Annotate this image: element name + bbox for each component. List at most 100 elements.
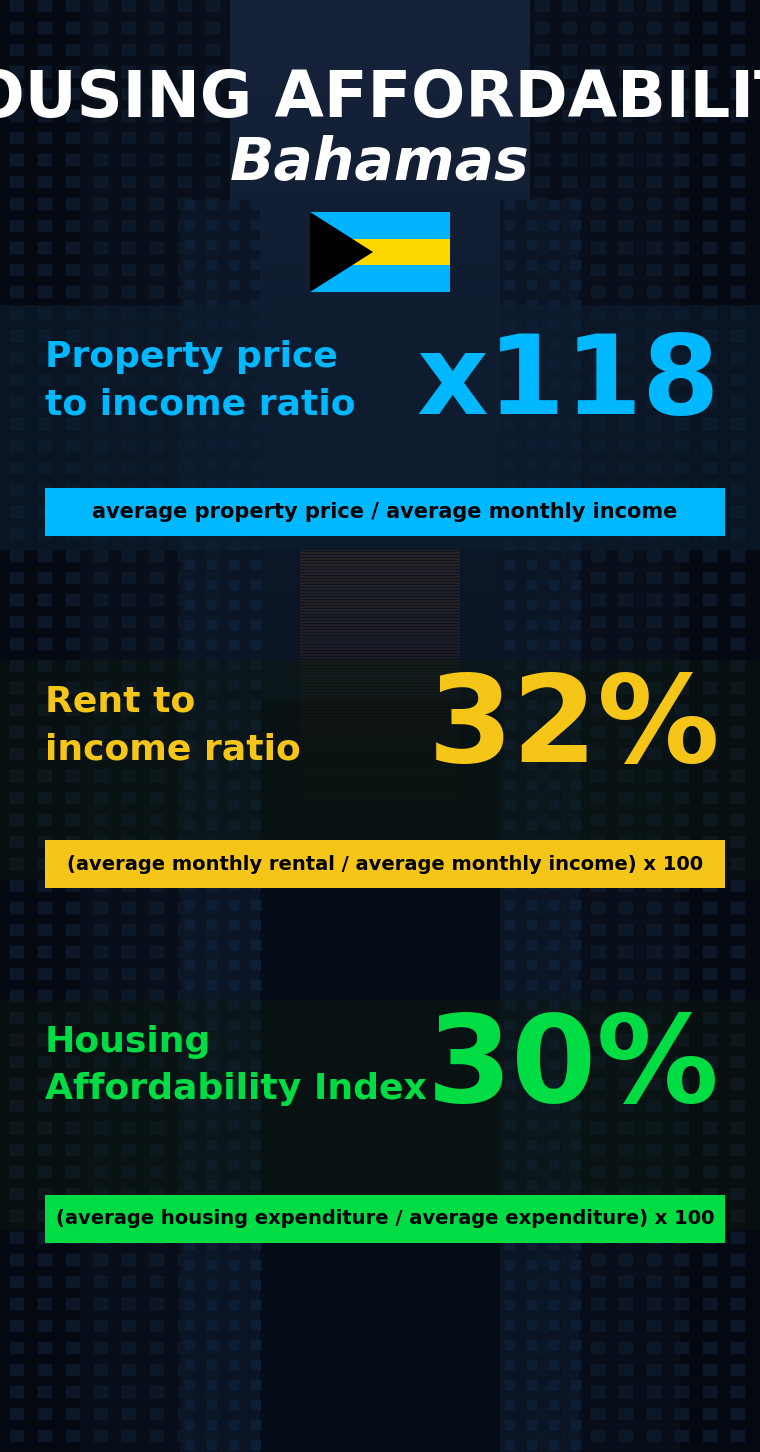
- Bar: [251, 700, 261, 710]
- Bar: [66, 1101, 80, 1112]
- Bar: [505, 1040, 515, 1050]
- Bar: [38, 154, 52, 166]
- Bar: [94, 308, 108, 319]
- Bar: [530, 0, 760, 1452]
- Bar: [703, 637, 717, 650]
- Bar: [251, 481, 261, 489]
- Bar: [185, 1440, 195, 1451]
- Bar: [66, 880, 80, 892]
- Bar: [571, 260, 581, 270]
- Bar: [206, 418, 220, 430]
- Bar: [206, 1342, 220, 1355]
- Bar: [94, 132, 108, 144]
- Bar: [731, 418, 745, 430]
- Bar: [549, 399, 559, 409]
- Bar: [731, 44, 745, 57]
- Bar: [675, 1430, 689, 1442]
- Bar: [647, 1276, 661, 1288]
- Bar: [150, 1298, 164, 1310]
- Bar: [500, 200, 580, 1452]
- Bar: [251, 301, 261, 309]
- Bar: [122, 637, 136, 650]
- Bar: [563, 154, 577, 166]
- Bar: [535, 815, 549, 826]
- Bar: [675, 594, 689, 605]
- Bar: [527, 440, 537, 450]
- Bar: [731, 1012, 745, 1024]
- Bar: [206, 1430, 220, 1442]
- Bar: [178, 1210, 192, 1223]
- Bar: [527, 1019, 537, 1029]
- Bar: [527, 1320, 537, 1330]
- Bar: [571, 1101, 581, 1109]
- Bar: [731, 462, 745, 473]
- Bar: [229, 1420, 239, 1430]
- Bar: [66, 308, 80, 319]
- Bar: [66, 176, 80, 187]
- Bar: [647, 1298, 661, 1310]
- Bar: [94, 351, 108, 364]
- Bar: [0, 305, 760, 550]
- Bar: [94, 1276, 108, 1288]
- Bar: [38, 836, 52, 848]
- Bar: [94, 197, 108, 211]
- Bar: [150, 1210, 164, 1223]
- Bar: [535, 221, 549, 232]
- Bar: [571, 1119, 581, 1130]
- Bar: [94, 1363, 108, 1376]
- Bar: [563, 286, 577, 298]
- Bar: [619, 330, 633, 343]
- Bar: [150, 1342, 164, 1355]
- Bar: [535, 396, 549, 408]
- Bar: [703, 836, 717, 848]
- Bar: [731, 375, 745, 386]
- Bar: [251, 520, 261, 530]
- Bar: [591, 594, 605, 605]
- Bar: [66, 286, 80, 298]
- Bar: [206, 1034, 220, 1045]
- Bar: [66, 748, 80, 759]
- Bar: [94, 1210, 108, 1223]
- Bar: [207, 440, 217, 450]
- Bar: [647, 22, 661, 33]
- Bar: [10, 1166, 24, 1178]
- Bar: [619, 1188, 633, 1199]
- Bar: [527, 399, 537, 409]
- Bar: [535, 1034, 549, 1045]
- Bar: [703, 902, 717, 913]
- Bar: [731, 132, 745, 144]
- Bar: [535, 1363, 549, 1376]
- Bar: [527, 820, 537, 831]
- Bar: [122, 505, 136, 518]
- Bar: [731, 22, 745, 33]
- Bar: [647, 902, 661, 913]
- Bar: [619, 682, 633, 694]
- Bar: [38, 1101, 52, 1112]
- Bar: [38, 1276, 52, 1288]
- Bar: [591, 484, 605, 497]
- Bar: [178, 110, 192, 122]
- Bar: [66, 947, 80, 958]
- Bar: [505, 680, 515, 690]
- Bar: [10, 704, 24, 716]
- Bar: [703, 308, 717, 319]
- Bar: [229, 340, 239, 350]
- Bar: [38, 791, 52, 804]
- Bar: [619, 1034, 633, 1045]
- Bar: [207, 1361, 217, 1371]
- Bar: [122, 351, 136, 364]
- Bar: [185, 260, 195, 270]
- Bar: [527, 921, 537, 929]
- Bar: [10, 1430, 24, 1442]
- Bar: [185, 1260, 195, 1270]
- Bar: [591, 529, 605, 540]
- Bar: [206, 1320, 220, 1331]
- Bar: [505, 620, 515, 630]
- Bar: [229, 360, 239, 370]
- Bar: [591, 22, 605, 33]
- Bar: [731, 1166, 745, 1178]
- Bar: [505, 841, 515, 849]
- Bar: [207, 661, 217, 669]
- Bar: [185, 301, 195, 309]
- Bar: [122, 1231, 136, 1244]
